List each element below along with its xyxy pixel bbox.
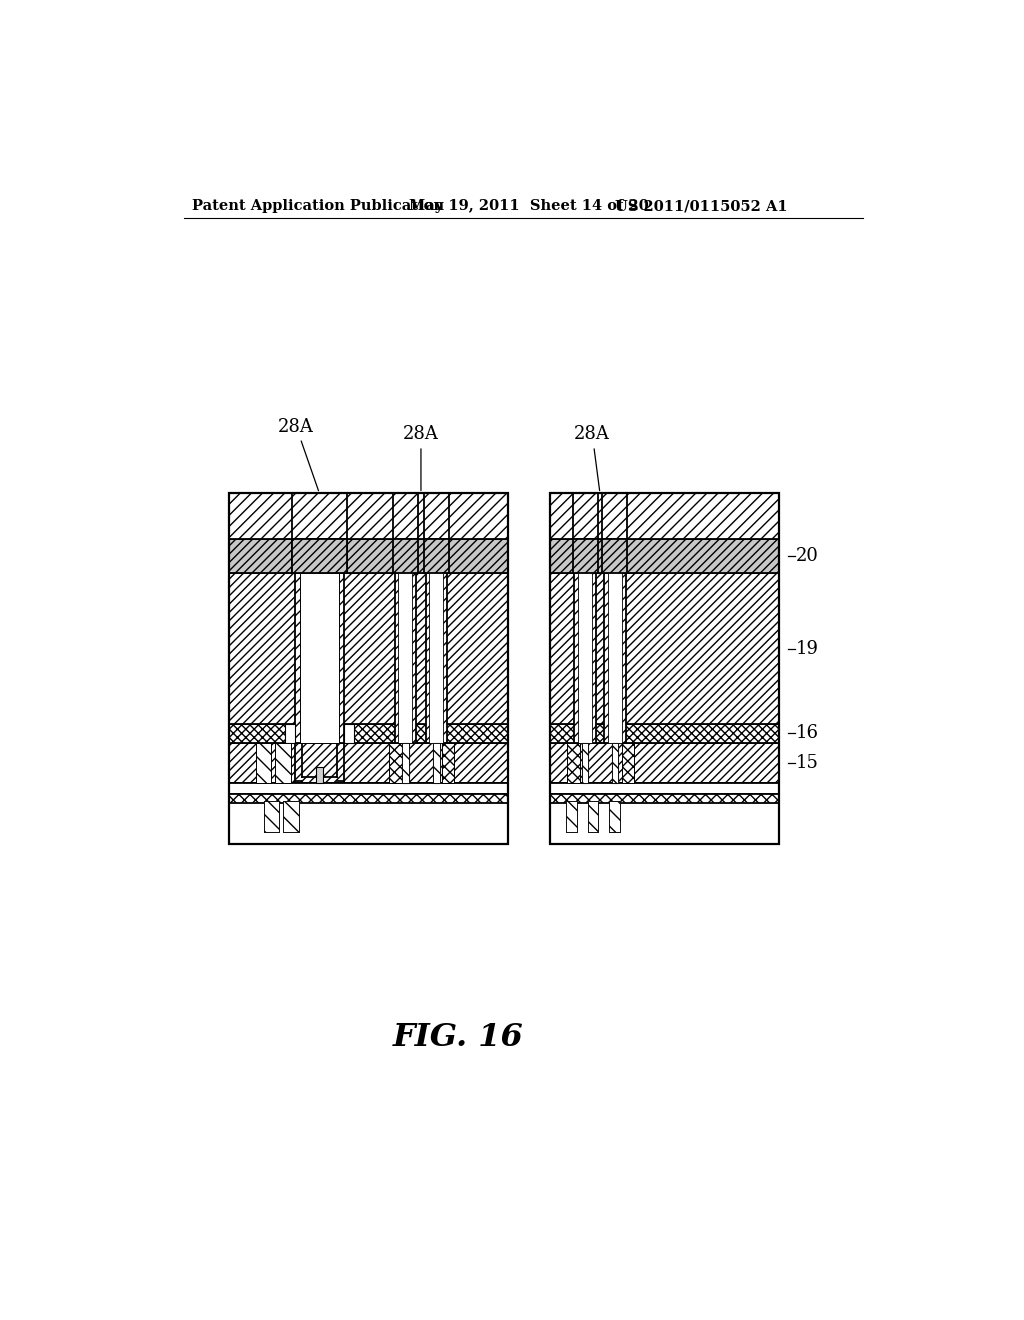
Bar (292, 539, 346, 573)
Bar (609, 801, 621, 832)
Bar (588, 801, 598, 832)
Bar (393, 539, 418, 573)
Bar (550, 494, 779, 843)
Bar (263, 801, 280, 832)
Bar (426, 573, 447, 743)
Bar (607, 573, 622, 743)
Text: 28A: 28A (279, 417, 318, 491)
Bar (292, 494, 346, 539)
Bar (300, 573, 339, 743)
Text: May 19, 2011  Sheet 14 of 20: May 19, 2011 Sheet 14 of 20 (409, 199, 648, 213)
Bar (394, 573, 417, 743)
Bar (402, 743, 409, 783)
Bar (315, 767, 324, 783)
Bar (550, 573, 779, 723)
Bar (275, 743, 291, 783)
Bar (292, 539, 346, 573)
Bar (283, 801, 299, 832)
Bar (550, 539, 779, 573)
Bar (588, 801, 598, 832)
Bar (602, 539, 627, 573)
Text: 15: 15 (796, 754, 819, 772)
Bar (583, 743, 589, 783)
Bar (574, 573, 596, 743)
Bar (566, 801, 577, 832)
Bar (611, 743, 617, 783)
Text: 28A: 28A (403, 425, 439, 491)
Bar (228, 743, 508, 783)
Bar (433, 743, 439, 783)
Bar (393, 494, 418, 539)
Bar (583, 743, 589, 783)
Bar (295, 573, 344, 743)
Text: 20: 20 (796, 546, 819, 565)
Bar (228, 494, 508, 843)
Bar (228, 494, 508, 539)
Bar (572, 539, 598, 573)
Bar (550, 803, 779, 843)
Bar (611, 743, 617, 783)
Text: FIG. 16: FIG. 16 (393, 1022, 524, 1053)
Text: US 2011/0115052 A1: US 2011/0115052 A1 (614, 199, 787, 213)
Bar (433, 743, 439, 783)
Bar (567, 743, 580, 783)
Text: 16: 16 (796, 725, 819, 742)
Bar (579, 573, 592, 743)
Text: Patent Application Publication: Patent Application Publication (191, 199, 443, 213)
Bar (286, 723, 295, 743)
Bar (228, 573, 508, 723)
Bar (550, 795, 779, 803)
Bar (550, 783, 779, 795)
Bar (228, 803, 508, 843)
Bar (604, 573, 626, 743)
Bar (424, 494, 449, 539)
Bar (572, 494, 598, 539)
Bar (344, 723, 353, 743)
Bar (442, 743, 455, 783)
Bar (263, 801, 280, 832)
Bar (424, 539, 449, 573)
Bar (389, 743, 401, 783)
Bar (228, 539, 508, 573)
Bar (283, 801, 299, 832)
Bar (228, 723, 508, 743)
Text: 19: 19 (796, 639, 819, 657)
Bar (228, 795, 508, 803)
Bar (550, 494, 779, 539)
Bar (228, 783, 508, 795)
Bar (566, 801, 577, 832)
Bar (429, 573, 443, 743)
Bar (402, 743, 409, 783)
Bar (398, 573, 413, 743)
Bar (550, 743, 779, 783)
Bar (256, 743, 271, 783)
Bar (228, 783, 508, 843)
Bar (609, 801, 621, 832)
Text: 28A: 28A (574, 425, 610, 491)
Bar (550, 723, 779, 743)
Bar (550, 783, 779, 843)
Bar (602, 494, 627, 539)
Bar (622, 743, 634, 783)
